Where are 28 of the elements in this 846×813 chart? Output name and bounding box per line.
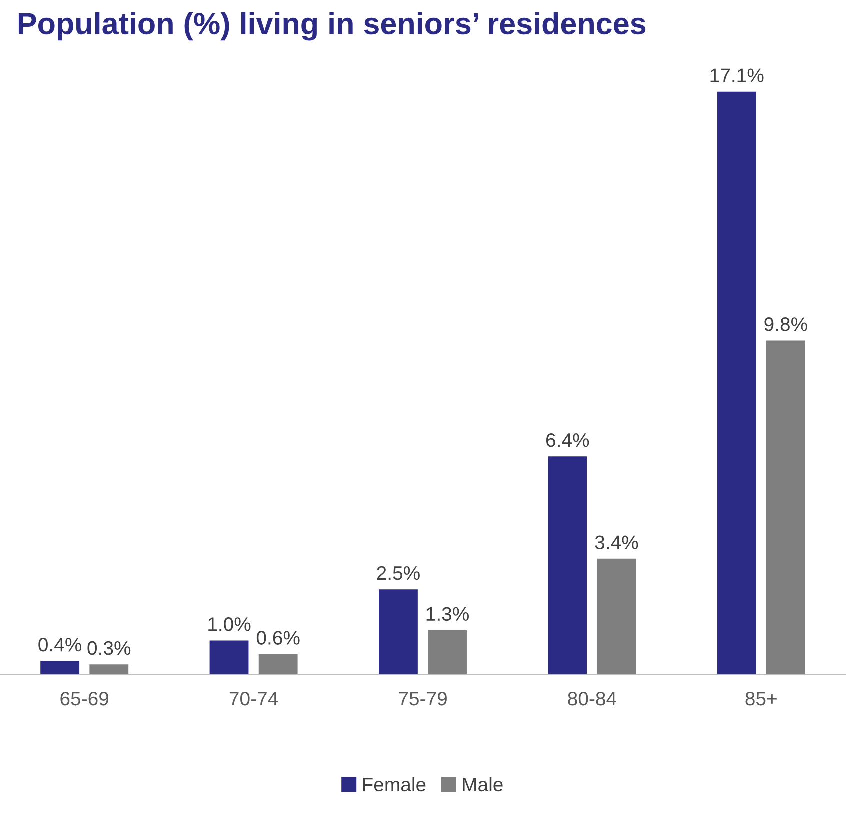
- data-label: 1.0%: [208, 618, 251, 632]
- data-label: 1.3%: [426, 607, 470, 622]
- bar: [40, 661, 80, 675]
- data-label: 0.3%: [88, 641, 131, 656]
- x-tick-label: 75-79: [399, 692, 447, 706]
- bar: [717, 92, 756, 675]
- legend-label: Male: [463, 777, 503, 792]
- data-label: 3.4%: [595, 536, 638, 550]
- bar: [428, 630, 467, 675]
- data-label: 9.8%: [764, 318, 808, 332]
- bar: [210, 640, 249, 675]
- x-tick-label: 85+: [746, 692, 777, 706]
- bar: [597, 558, 636, 675]
- bar: [379, 590, 418, 675]
- bar: [766, 340, 806, 675]
- x-tick-label: 70-74: [230, 692, 278, 706]
- data-label: 0.6%: [256, 631, 300, 645]
- data-label: 0.4%: [38, 638, 82, 652]
- legend-label: Female: [363, 777, 426, 792]
- chart-title: Population (%) living in seniors’ residences: [18, 12, 646, 41]
- x-tick-label: 65-69: [60, 692, 109, 706]
- data-label: 17.1%: [710, 68, 764, 82]
- bar: [90, 664, 129, 675]
- bar: [258, 654, 298, 675]
- x-tick-label: 80-84: [568, 692, 616, 706]
- data-label: 6.4%: [546, 433, 590, 448]
- bar: [548, 456, 588, 675]
- data-label: 2.5%: [377, 566, 420, 580]
